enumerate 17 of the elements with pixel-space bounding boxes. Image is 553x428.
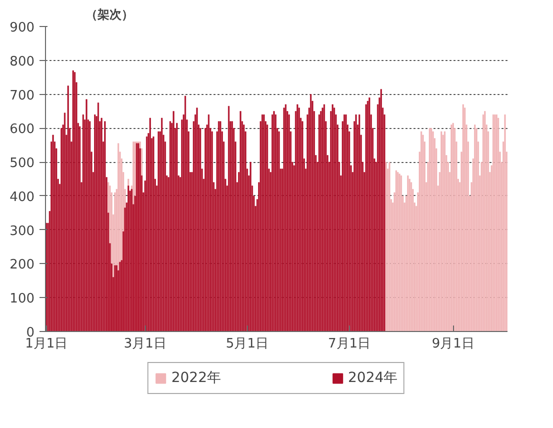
y-tick-label: 800 <box>10 54 35 70</box>
y-tick-label: 600 <box>10 122 35 138</box>
y-tick-label: 900 <box>10 20 35 36</box>
x-tick-label: 5月1日 <box>226 336 268 352</box>
y-tick-label: 500 <box>10 156 35 172</box>
x-tick-label: 9月1日 <box>432 336 474 352</box>
x-tick-label: 1月1日 <box>25 336 68 352</box>
x-tick-label: 3月1日 <box>124 336 166 352</box>
y-tick-label: 700 <box>10 88 35 104</box>
y-tick-label: 200 <box>10 258 35 273</box>
x-tick-label: 7月1日 <box>328 336 371 352</box>
y-tick-label: 400 <box>10 190 35 205</box>
y-tick-label: 300 <box>10 224 35 239</box>
y-tick-label: 100 <box>10 292 35 307</box>
y-axis-title: （架次） <box>86 8 134 22</box>
legend-label: 2024年 <box>348 369 398 387</box>
legend-label: 2022年 <box>171 369 221 387</box>
